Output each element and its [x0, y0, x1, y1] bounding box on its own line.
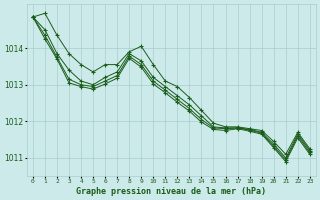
X-axis label: Graphe pression niveau de la mer (hPa): Graphe pression niveau de la mer (hPa) — [76, 187, 266, 196]
